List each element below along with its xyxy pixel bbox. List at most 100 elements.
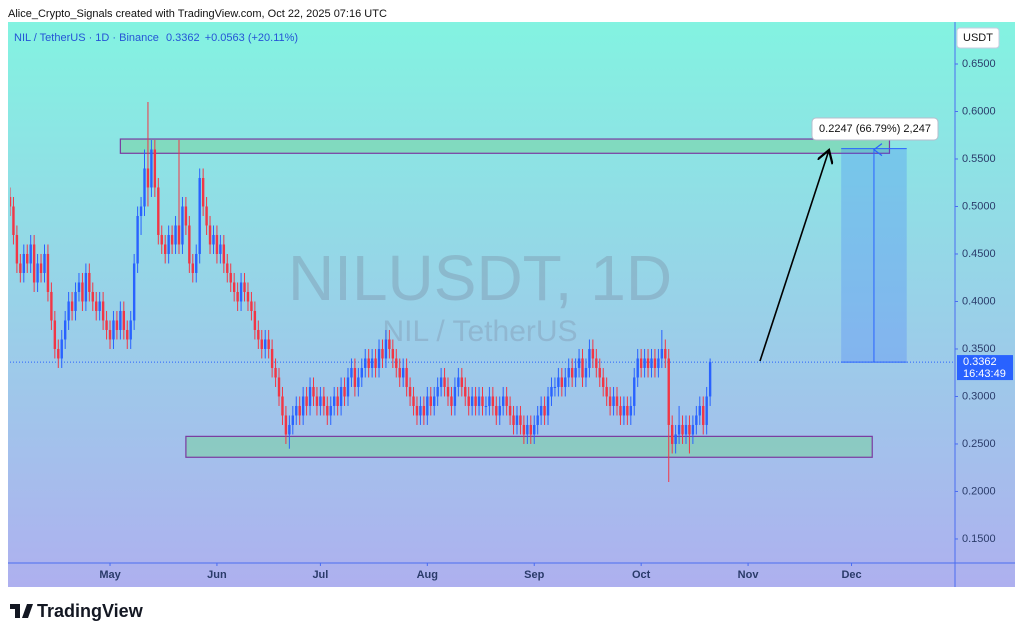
candle-body <box>184 206 188 226</box>
candle-body <box>246 291 250 302</box>
x-tick-label: May <box>99 569 121 581</box>
y-tick-label: 0.2500 <box>962 438 996 450</box>
candle-body <box>643 358 646 368</box>
logo-icon <box>10 604 33 618</box>
watermark-sub: NIL / TetherUS <box>382 315 577 348</box>
logo-text: TradingView <box>37 601 144 621</box>
candle-body <box>419 405 422 416</box>
candle-body <box>243 282 246 292</box>
candle-body <box>77 282 81 292</box>
candle-body <box>495 405 498 416</box>
candle-body <box>115 320 119 330</box>
candle-body <box>608 396 612 406</box>
candle-body <box>201 177 205 207</box>
candle-body <box>339 386 343 406</box>
candle-body <box>322 396 326 406</box>
candle-body <box>705 396 708 425</box>
candle-body <box>150 149 153 188</box>
candle-body <box>664 348 667 359</box>
candle-body <box>605 386 608 397</box>
candle-body <box>491 396 495 406</box>
x-tick-label: Jul <box>312 569 328 581</box>
candle-body <box>508 405 512 416</box>
candle-body <box>357 377 360 387</box>
candle-body <box>219 244 222 254</box>
candle-body <box>395 358 398 368</box>
candle-body <box>53 320 57 349</box>
candle-body <box>329 405 332 416</box>
candle-body <box>39 263 43 273</box>
candle-body <box>63 320 67 340</box>
candle-body <box>433 396 436 406</box>
candle-body <box>226 263 229 273</box>
candle-body <box>212 234 215 245</box>
candle-body <box>364 358 367 368</box>
candle-body <box>470 396 474 406</box>
candle-body <box>577 358 581 368</box>
candle-body <box>557 377 560 387</box>
candle-body <box>222 244 226 264</box>
x-tick-label: Nov <box>738 569 760 581</box>
candle-body <box>146 168 150 188</box>
candle-body <box>126 329 129 340</box>
candle-body <box>188 225 191 264</box>
candle-body <box>232 282 236 292</box>
candle-body <box>43 253 46 273</box>
candle-body <box>498 405 501 416</box>
candle-body <box>519 415 522 425</box>
candle-body <box>636 358 639 378</box>
candle-body <box>512 415 515 425</box>
price-tag <box>957 355 1013 381</box>
y-tick-label: 0.6500 <box>962 58 996 70</box>
y-unit: USDT <box>963 32 993 44</box>
candle-body <box>388 339 391 349</box>
candle-body <box>681 424 684 435</box>
measure-label: 0.2247 (66.79%) 2,247 <box>819 123 931 135</box>
candle-body <box>288 424 291 435</box>
candle-body <box>260 339 263 349</box>
y-tick-label: 0.2000 <box>962 485 996 497</box>
candle-body <box>91 291 94 302</box>
zone <box>119 138 891 154</box>
candle-body <box>370 358 374 368</box>
candle-body <box>170 234 174 245</box>
candle-body <box>615 396 619 406</box>
candle-body <box>22 253 25 273</box>
candle-body <box>522 424 526 435</box>
candle-body <box>570 367 574 378</box>
candle-body <box>153 149 157 188</box>
candle-body <box>160 234 163 245</box>
candle-body <box>253 310 257 330</box>
y-tick-label: 0.4000 <box>962 295 996 307</box>
candle-body <box>353 367 357 387</box>
y-tick-label: 0.4500 <box>962 248 996 260</box>
candle-body <box>281 396 284 416</box>
candle-body <box>408 386 412 397</box>
candle-body <box>612 396 615 406</box>
candle-body <box>26 253 29 264</box>
candle-body <box>674 434 677 444</box>
candle-body <box>622 405 626 416</box>
candle-body <box>315 396 319 406</box>
candle-body <box>298 405 301 416</box>
candle-body <box>677 424 681 435</box>
candle-body <box>132 263 136 321</box>
candle-body <box>670 424 674 444</box>
candle-body <box>457 377 460 387</box>
change-pct: (+20.11%) <box>248 32 298 44</box>
candle-body <box>598 367 601 378</box>
symbol: NIL / TetherUS · 1D · Binance <box>14 32 159 44</box>
candle-body <box>112 320 115 340</box>
logo: TradingView <box>10 601 144 621</box>
candle-body <box>70 301 74 311</box>
candle-body <box>67 301 70 321</box>
candle-body <box>312 386 315 397</box>
candle-body <box>488 396 491 406</box>
credit: Alice_Crypto_Signals created with Tradin… <box>8 8 387 20</box>
candle-body <box>384 339 388 359</box>
candle-body <box>626 405 629 416</box>
candle-body <box>74 291 77 311</box>
candle-body <box>539 405 543 416</box>
candle-body <box>581 358 584 378</box>
legend: NIL / TetherUS · 1D · Binance 0.3362 +0.… <box>14 32 298 44</box>
